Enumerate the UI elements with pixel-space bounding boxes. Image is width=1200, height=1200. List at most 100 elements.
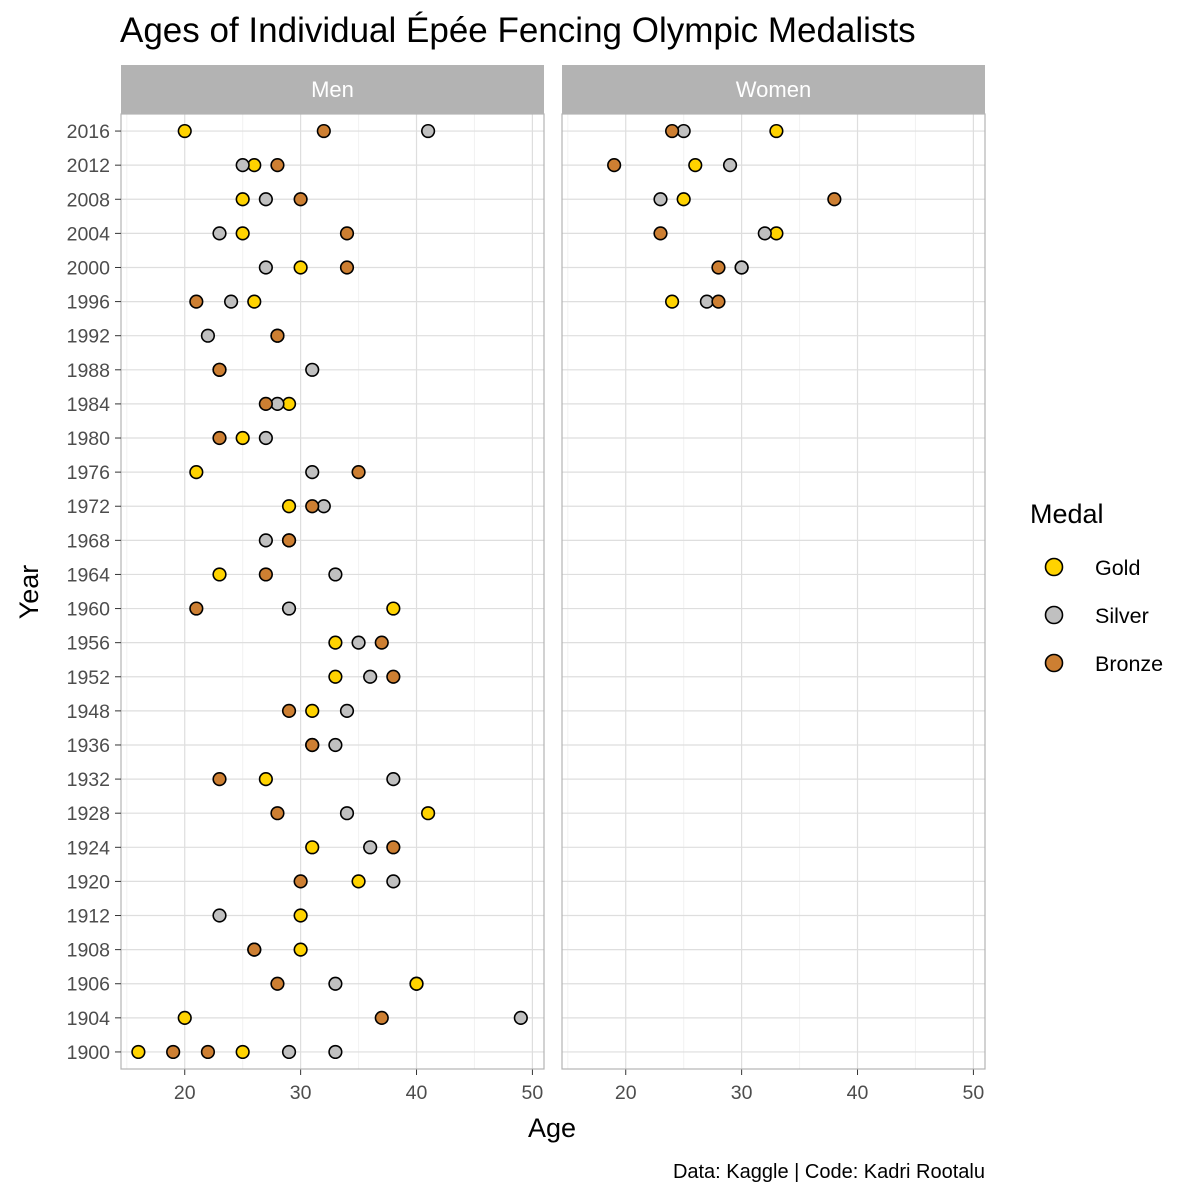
point-gold bbox=[247, 158, 262, 173]
point-bronze bbox=[281, 703, 297, 718]
point-bronze bbox=[200, 1044, 216, 1060]
point-bronze bbox=[166, 1044, 181, 1060]
y-tick-label: 1948 bbox=[67, 701, 110, 723]
point-bronze bbox=[293, 192, 308, 207]
y-tick-label: 2000 bbox=[67, 257, 111, 279]
point-bronze bbox=[189, 601, 204, 616]
legend-label-gold: Gold bbox=[1095, 556, 1140, 580]
point-silver bbox=[235, 158, 250, 173]
point-gold bbox=[235, 430, 250, 446]
point-silver bbox=[676, 123, 691, 139]
point-silver bbox=[699, 294, 714, 309]
point-bronze bbox=[281, 533, 297, 548]
point-bronze bbox=[293, 874, 308, 889]
point-bronze bbox=[827, 192, 842, 207]
point-silver bbox=[281, 601, 297, 616]
x-tick-label: 40 bbox=[406, 1082, 428, 1104]
point-silver bbox=[270, 396, 285, 412]
point-silver bbox=[258, 533, 273, 548]
y-tick-label: 1996 bbox=[67, 292, 110, 314]
y-tick-label: 1920 bbox=[67, 871, 111, 893]
point-gold bbox=[293, 908, 308, 923]
facet-strip-label: Men bbox=[311, 77, 354, 102]
point-gold bbox=[769, 226, 784, 241]
y-tick-label: 2012 bbox=[67, 155, 110, 177]
facet-strip-label: Women bbox=[736, 77, 811, 102]
point-silver bbox=[421, 123, 436, 139]
point-bronze bbox=[339, 226, 355, 241]
point-bronze bbox=[653, 226, 668, 241]
point-gold bbox=[258, 771, 273, 787]
y-tick-label: 1992 bbox=[67, 326, 110, 348]
point-silver bbox=[328, 1044, 343, 1060]
point-gold bbox=[328, 635, 343, 650]
facet-panels: Men 20 30 40 50 1900 1904 1906 1908 1912 1920 1924 1… bbox=[67, 65, 986, 1104]
point-bronze bbox=[212, 430, 227, 446]
point-silver bbox=[363, 840, 378, 855]
y-tick-label: 1900 bbox=[67, 1042, 111, 1064]
panel-border bbox=[561, 113, 986, 1070]
point-silver bbox=[258, 260, 273, 275]
point-silver bbox=[339, 806, 355, 821]
facet-panel-women: Women 20 30 40 50 bbox=[561, 65, 986, 1104]
legend-key-gold bbox=[1044, 557, 1064, 577]
legend-title: Medal bbox=[1030, 499, 1104, 529]
y-tick-label: 1932 bbox=[67, 769, 110, 791]
x-tick-label: 30 bbox=[731, 1082, 753, 1104]
chart-title: Ages of Individual Épée Fencing Olympic … bbox=[120, 11, 916, 50]
point-gold bbox=[328, 669, 343, 684]
point-gold bbox=[305, 703, 320, 718]
point-silver bbox=[223, 294, 239, 309]
x-tick-label: 40 bbox=[847, 1082, 869, 1104]
point-gold bbox=[769, 123, 784, 139]
point-bronze bbox=[270, 806, 285, 821]
y-tick-label: 1928 bbox=[67, 803, 110, 825]
point-bronze bbox=[270, 158, 285, 173]
y-tick-label: 2004 bbox=[67, 223, 111, 245]
point-bronze bbox=[258, 567, 273, 582]
point-bronze bbox=[212, 362, 227, 377]
point-silver bbox=[200, 328, 216, 343]
point-silver bbox=[328, 737, 343, 753]
x-tick-label: 20 bbox=[174, 1082, 196, 1104]
point-bronze bbox=[374, 1010, 389, 1025]
point-gold bbox=[235, 192, 250, 207]
point-bronze bbox=[189, 294, 204, 309]
point-bronze bbox=[305, 499, 320, 514]
point-gold bbox=[281, 396, 297, 412]
point-gold bbox=[281, 499, 297, 514]
y-tick-label: 1964 bbox=[67, 564, 111, 586]
point-silver bbox=[513, 1010, 528, 1025]
point-silver bbox=[281, 1044, 297, 1060]
y-tick-label: 1988 bbox=[67, 360, 110, 382]
caption: Data: Kaggle | Code: Kadri Rootalu bbox=[673, 1161, 985, 1183]
y-tick-label: 1960 bbox=[67, 599, 111, 621]
y-tick-label: 1924 bbox=[67, 837, 111, 859]
y-tick-label: 1936 bbox=[67, 735, 110, 757]
y-tick-label: 1952 bbox=[67, 667, 110, 689]
x-tick-label: 50 bbox=[963, 1082, 985, 1104]
panel-border bbox=[120, 113, 545, 1070]
point-gold bbox=[676, 192, 691, 207]
point-silver bbox=[258, 430, 273, 446]
point-silver bbox=[212, 908, 227, 923]
point-silver bbox=[386, 771, 401, 787]
legend-key-bronze bbox=[1044, 653, 1064, 673]
legend: Medal Gold Silver Bronze bbox=[1030, 499, 1163, 676]
point-bronze bbox=[270, 328, 285, 343]
point-bronze bbox=[212, 771, 227, 787]
legend-label-bronze: Bronze bbox=[1095, 652, 1163, 676]
y-tick-label: 1980 bbox=[67, 428, 111, 450]
point-bronze bbox=[258, 396, 273, 412]
point-bronze bbox=[664, 123, 680, 139]
point-bronze bbox=[351, 465, 366, 480]
point-silver bbox=[328, 567, 343, 582]
y-axis-title: Year bbox=[14, 565, 44, 620]
point-bronze bbox=[386, 669, 401, 684]
point-gold bbox=[247, 294, 262, 309]
point-silver bbox=[305, 465, 320, 480]
point-gold bbox=[293, 942, 308, 957]
y-tick-label: 2016 bbox=[67, 121, 110, 143]
point-silver bbox=[734, 260, 749, 275]
